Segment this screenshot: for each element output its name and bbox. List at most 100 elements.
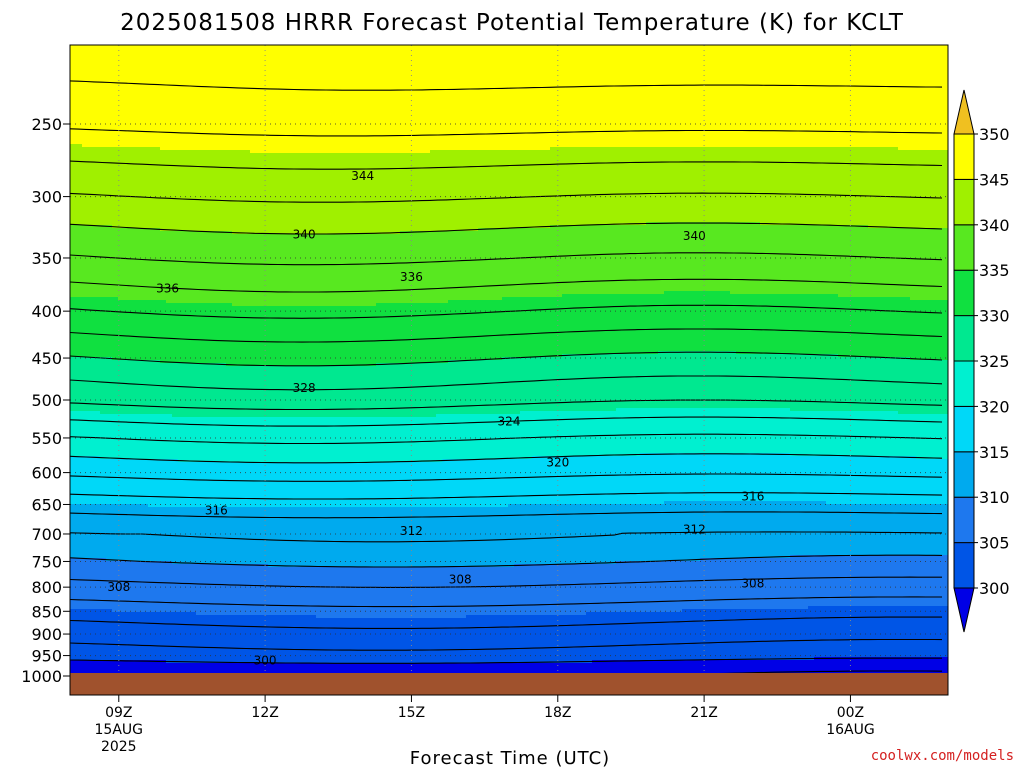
contour-306 [70, 596, 942, 608]
band-cell [892, 504, 899, 556]
band-cell [196, 231, 203, 304]
band-cell [736, 354, 743, 409]
band-cell [820, 606, 827, 658]
band-cell [568, 147, 575, 226]
band-cell [160, 150, 167, 232]
band-cell [370, 234, 377, 307]
band-cell [130, 414, 137, 460]
band-cell [208, 303, 215, 364]
band-cell [328, 153, 335, 235]
band-cell [304, 153, 311, 235]
band-cell [394, 507, 401, 568]
band-cell [604, 564, 611, 613]
y-tick-label: 500 [31, 391, 62, 410]
band-cell [442, 231, 449, 304]
band-cell [784, 147, 791, 226]
band-cell [208, 150, 215, 232]
x-tick-label: 09Z [105, 705, 132, 721]
band-cell [124, 561, 131, 613]
band-cell [754, 45, 761, 148]
band-cell [880, 297, 887, 358]
band-cell [370, 462, 377, 508]
band-cell [622, 225, 629, 295]
band-cell [904, 357, 911, 415]
band-cell [322, 462, 329, 508]
band-cell [616, 225, 623, 295]
band-cell [652, 45, 659, 148]
band-cell [652, 408, 659, 454]
band-cell [376, 462, 383, 508]
band-cell [646, 294, 653, 355]
band-cell [658, 408, 665, 454]
band-cell [118, 504, 125, 562]
band-cell [382, 462, 389, 508]
band-cell [928, 45, 935, 151]
band-cell [382, 507, 389, 568]
band-cell [154, 45, 161, 148]
band-cell [808, 354, 815, 412]
band-cell [868, 45, 875, 148]
band-cell [358, 567, 365, 619]
band-cell [694, 351, 701, 409]
band-cell [514, 297, 521, 358]
band-cell [328, 306, 335, 367]
y-tick-label: 650 [31, 495, 62, 514]
band-cell [298, 234, 305, 307]
band-cell [124, 612, 131, 661]
band-cell [214, 150, 221, 232]
band-cell [412, 303, 419, 364]
band-cell [292, 306, 299, 367]
band-cell [778, 354, 785, 409]
band-cell [88, 357, 95, 412]
band-cell [664, 453, 671, 502]
colorbar-swatch [953, 451, 975, 498]
band-cell [142, 147, 149, 229]
band-cell [790, 225, 797, 295]
band-cell [286, 462, 293, 508]
band-cell [472, 150, 479, 232]
band-cell [76, 45, 83, 145]
band-cell [286, 507, 293, 568]
band-cell [310, 45, 317, 154]
band-cell [418, 507, 425, 568]
y-tick-label: 1000 [21, 667, 62, 686]
band-cell [358, 45, 365, 154]
band-cell [874, 147, 881, 229]
band-cell [724, 453, 731, 502]
band-cell [172, 45, 179, 151]
band-cell [700, 147, 707, 223]
band-cell [442, 150, 449, 232]
band-cell [850, 357, 857, 412]
band-cell [784, 225, 791, 295]
band-cell [142, 360, 149, 415]
band-cell [604, 354, 611, 412]
band-cell [712, 45, 719, 148]
band-cell [442, 45, 449, 151]
band-cell [226, 45, 233, 151]
band-cell [568, 225, 575, 295]
band-cell [136, 504, 143, 562]
band-cell [364, 618, 371, 664]
band-cell [466, 150, 473, 232]
band-cell [736, 222, 743, 295]
band-cell [898, 555, 905, 607]
band-cell [250, 615, 257, 664]
band-cell [856, 225, 863, 298]
band-cell [928, 150, 935, 229]
band-cell [640, 45, 647, 148]
band-cell [772, 354, 779, 409]
band-cell [892, 228, 899, 298]
band-cell [856, 45, 863, 148]
band-cell [850, 555, 857, 607]
band-cell [184, 507, 191, 565]
band-cell [400, 462, 407, 508]
band-cell [388, 462, 395, 508]
band-cell [616, 147, 623, 226]
band-cell [826, 456, 833, 505]
band-cell [538, 297, 545, 358]
band-cell [484, 414, 491, 460]
band-cell [544, 357, 551, 412]
band-cell [766, 294, 773, 355]
band-cell [106, 459, 113, 505]
band-cell [580, 456, 587, 505]
